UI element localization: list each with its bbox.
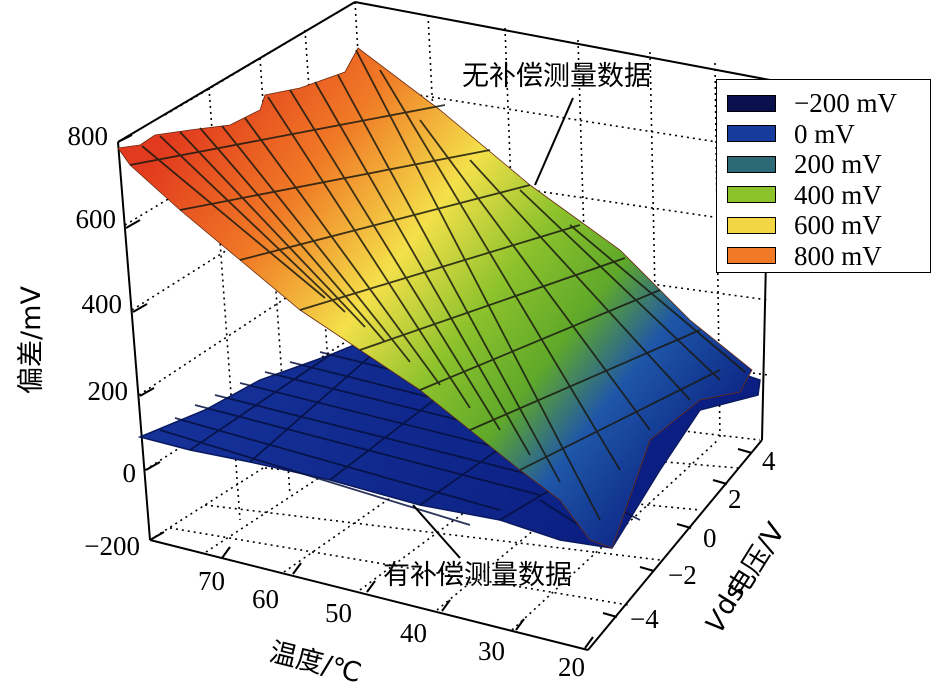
annotation-leaders bbox=[412, 97, 574, 559]
legend-swatch bbox=[727, 186, 776, 204]
legend-item: −200 mV bbox=[727, 88, 930, 119]
svg-text:50: 50 bbox=[325, 598, 352, 628]
svg-text:200: 200 bbox=[88, 376, 129, 406]
y-axis-ticks bbox=[602, 448, 753, 618]
legend-item: 800 mV bbox=[727, 241, 930, 272]
svg-text:30: 30 bbox=[478, 636, 505, 666]
legend-item: 600 mV bbox=[727, 210, 930, 241]
svg-text:0: 0 bbox=[703, 523, 717, 553]
svg-text:−200: −200 bbox=[84, 531, 140, 561]
legend-item: 200 mV bbox=[727, 149, 930, 180]
svg-text:600: 600 bbox=[76, 204, 117, 234]
legend-swatch bbox=[727, 155, 776, 173]
z-tick-labels: 800 600 400 200 0 −200 bbox=[68, 121, 141, 561]
svg-text:4: 4 bbox=[762, 446, 776, 476]
legend: −200 mV 0 mV 200 mV 400 mV 600 mV 800 mV bbox=[716, 79, 931, 273]
svg-text:70: 70 bbox=[198, 566, 225, 596]
legend-swatch bbox=[727, 216, 776, 234]
z-axis-title: 偏差/mV bbox=[16, 286, 47, 394]
svg-text:800: 800 bbox=[68, 121, 109, 151]
upper-surface bbox=[117, 47, 753, 549]
svg-text:20: 20 bbox=[558, 652, 585, 682]
legend-item: 400 mV bbox=[727, 180, 930, 211]
svg-text:400: 400 bbox=[82, 289, 123, 319]
annotation-uncompensated: 无补偿测量数据 bbox=[462, 61, 651, 92]
svg-text:0: 0 bbox=[123, 458, 137, 488]
annotation-compensated: 有补偿测量数据 bbox=[383, 560, 572, 591]
svg-text:−2: −2 bbox=[668, 560, 697, 590]
z-axis-ticks bbox=[117, 134, 165, 541]
x-axis-ticks bbox=[221, 546, 594, 649]
y-tick-labels: −4 −2 0 2 4 bbox=[630, 446, 776, 634]
legend-swatch bbox=[727, 247, 776, 265]
legend-item: 0 mV bbox=[727, 119, 930, 150]
legend-swatch bbox=[727, 125, 776, 143]
x-tick-labels: 70 60 50 40 30 20 bbox=[198, 566, 585, 682]
svg-text:电压/V: 电压/V bbox=[722, 517, 792, 603]
x-axis-title: 温度/℃ bbox=[266, 637, 364, 682]
svg-text:−4: −4 bbox=[630, 604, 659, 634]
legend-swatch bbox=[727, 94, 776, 112]
svg-text:60: 60 bbox=[252, 584, 279, 614]
svg-text:40: 40 bbox=[400, 618, 427, 648]
svg-text:2: 2 bbox=[728, 484, 742, 514]
